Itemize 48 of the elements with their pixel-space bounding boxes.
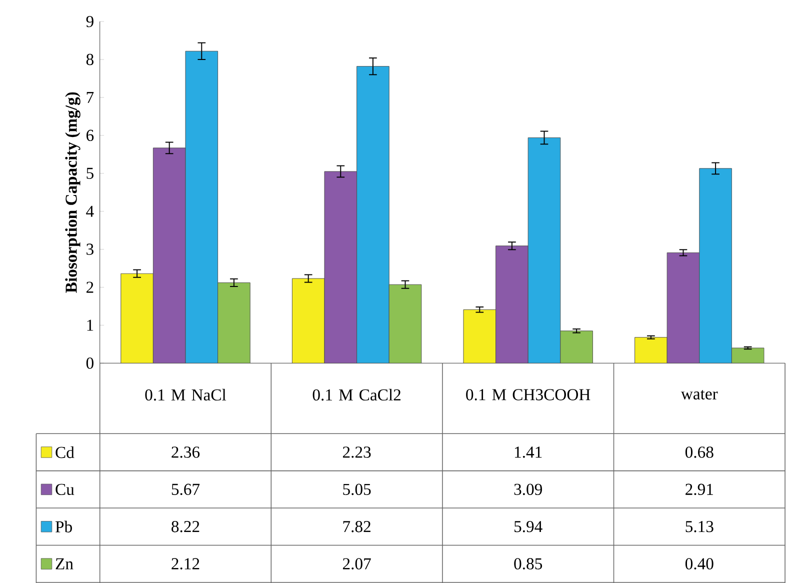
bar <box>120 273 154 363</box>
bar <box>324 171 358 363</box>
data-label: 2.07 <box>342 558 371 570</box>
y-tick-label: 4 <box>86 206 94 217</box>
bar <box>699 168 732 363</box>
y-tick-label: 3 <box>86 243 94 255</box>
bar <box>292 278 325 363</box>
data-label: 0.68 <box>685 446 714 458</box>
legend-label: Pb <box>55 520 72 532</box>
x-tick-label: 0.1 M NaCl <box>145 388 226 400</box>
y-tick-label: 1 <box>87 320 94 330</box>
data-label: 1.41 <box>514 446 542 458</box>
data-label: 5.67 <box>172 484 200 495</box>
y-axis-title: Biosorption Capacity (mg/g) <box>65 92 80 293</box>
x-tick-label: water <box>680 390 718 400</box>
bar <box>496 245 528 363</box>
bar <box>463 309 496 363</box>
y-tick-label: 0 <box>86 357 94 369</box>
bar <box>356 66 390 363</box>
legend-label: Cd <box>56 446 74 458</box>
bar <box>152 148 186 363</box>
data-label: 3.09 <box>514 484 542 495</box>
data-label: 2.36 <box>172 446 200 458</box>
data-label: 0.40 <box>685 558 714 570</box>
data-label: 2.12 <box>172 558 200 570</box>
bar <box>666 252 700 363</box>
bar <box>731 348 764 363</box>
data-label: 7.82 <box>343 520 370 532</box>
data-label: 8.22 <box>172 520 200 532</box>
bar <box>634 336 668 363</box>
data-label: 5.94 <box>514 520 542 532</box>
y-tick-label: 9 <box>86 16 94 27</box>
y-tick-label: 5 <box>86 168 94 179</box>
data-label: 0.85 <box>514 558 542 570</box>
y-tick-label: 6 <box>86 130 94 141</box>
y-tick-label: 2 <box>86 282 94 293</box>
y-tick-label: 7 <box>86 92 94 103</box>
data-label: 5.05 <box>343 484 371 495</box>
data-label: 5.13 <box>686 520 714 532</box>
bar <box>528 137 561 363</box>
data-label: 2.91 <box>686 484 713 495</box>
y-tick-label: 8 <box>86 54 94 65</box>
legend-label: Zn <box>56 558 74 570</box>
bar <box>185 50 218 363</box>
x-tick-label: 0.1 M CaCl2 <box>312 388 400 400</box>
x-tick-label: 0.1 M CH3COOH <box>466 388 590 400</box>
data-label: 2.23 <box>342 446 371 458</box>
legend-label: Cu <box>56 484 74 495</box>
